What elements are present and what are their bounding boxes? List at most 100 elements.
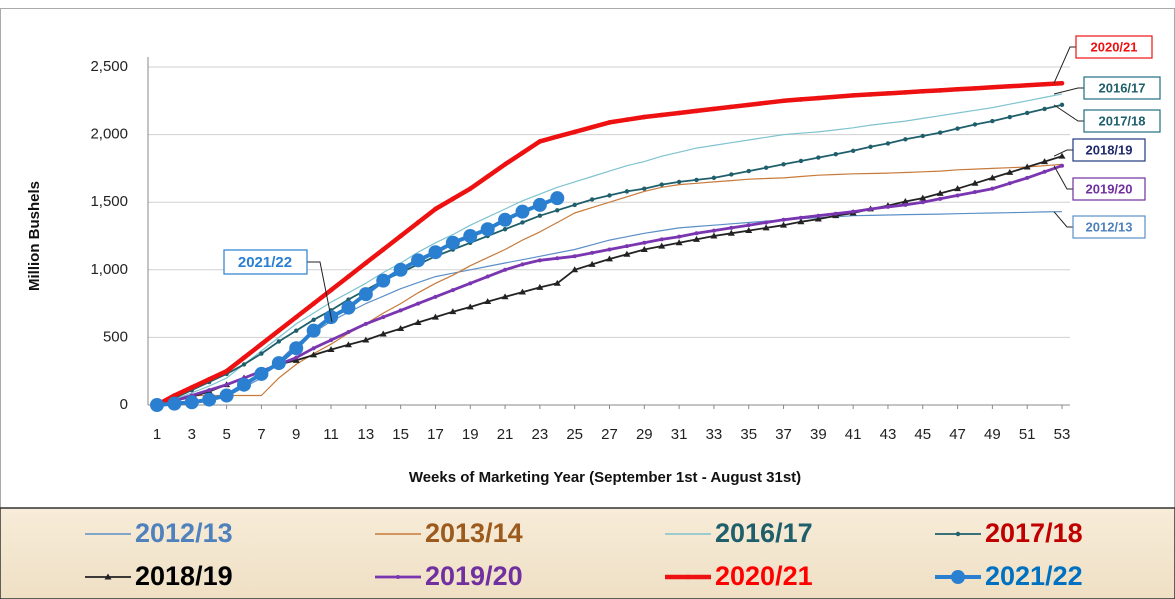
marker <box>293 314 299 320</box>
marker <box>398 308 403 313</box>
marker <box>727 229 735 236</box>
marker <box>729 225 734 230</box>
marker <box>624 244 629 249</box>
marker <box>1059 102 1065 108</box>
marker <box>502 227 508 232</box>
marker <box>798 97 804 102</box>
marker <box>903 202 908 207</box>
legend-label: 2017/18 <box>985 518 1083 548</box>
callout-leader <box>1053 87 1084 95</box>
marker <box>677 234 682 239</box>
x-tick-label: 1 <box>153 426 161 443</box>
x-tick-label: 13 <box>358 426 375 443</box>
y-tick-label: 500 <box>103 328 128 345</box>
marker <box>207 388 212 393</box>
marker <box>449 308 457 315</box>
marker <box>868 144 873 149</box>
x-tick-label: 53 <box>1054 426 1071 443</box>
marker <box>642 114 647 120</box>
marker <box>729 172 734 177</box>
x-tick-label: 39 <box>810 426 827 443</box>
marker <box>346 274 351 279</box>
marker <box>537 139 543 144</box>
x-tick-label: 29 <box>636 426 653 443</box>
marker <box>711 228 716 233</box>
marker <box>850 93 856 98</box>
marker <box>172 393 177 398</box>
legend-box <box>0 507 1175 599</box>
marker <box>341 300 356 315</box>
x-tick-label: 49 <box>984 426 1001 443</box>
marker <box>480 222 495 237</box>
legend-label: 2019/20 <box>425 561 523 591</box>
marker <box>241 362 247 367</box>
marker <box>781 98 786 104</box>
series-line <box>156 93 1063 406</box>
marker <box>971 179 979 186</box>
marker <box>763 165 769 170</box>
marker <box>572 254 577 259</box>
series <box>156 93 1063 406</box>
callout-box <box>1072 215 1146 239</box>
marker <box>484 298 492 305</box>
marker <box>607 247 612 252</box>
marker <box>415 220 421 225</box>
marker <box>955 193 960 198</box>
marker <box>311 317 316 323</box>
marker <box>254 366 269 381</box>
marker <box>327 346 335 353</box>
x-axis-title: Weeks of Marketing Year (September 1st -… <box>409 469 801 486</box>
marker <box>676 110 682 116</box>
marker <box>311 346 316 351</box>
marker <box>328 287 334 293</box>
marker <box>711 106 717 112</box>
marker <box>901 198 909 204</box>
callout-label: 2019/20 <box>1086 181 1133 196</box>
callout-leader <box>1053 149 1073 157</box>
y-tick-label: 2,500 <box>90 58 128 75</box>
marker <box>450 288 455 293</box>
marker <box>763 100 769 106</box>
callout-leader <box>1053 211 1073 228</box>
callout-box <box>1072 138 1146 162</box>
marker <box>237 377 252 392</box>
marker <box>798 215 803 220</box>
marker <box>428 245 443 260</box>
marker <box>554 134 560 139</box>
marker <box>868 206 873 211</box>
y-axis-title: Million Bushels <box>26 181 43 291</box>
marker <box>1042 82 1047 87</box>
marker <box>797 218 805 225</box>
marker <box>745 227 753 234</box>
marker <box>224 382 229 387</box>
marker <box>572 129 577 135</box>
marker <box>379 330 387 337</box>
marker <box>572 202 577 208</box>
marker <box>553 279 561 286</box>
marker <box>466 303 474 310</box>
marker <box>951 570 965 584</box>
marker <box>624 189 630 194</box>
x-tick-label: 15 <box>392 426 409 443</box>
x-tick-label: 51 <box>1019 426 1036 443</box>
marker <box>306 323 321 338</box>
marker <box>903 137 908 142</box>
marker <box>536 283 544 290</box>
marker <box>919 194 927 201</box>
marker <box>955 87 960 92</box>
marker <box>624 117 630 123</box>
marker <box>515 204 530 219</box>
marker <box>868 92 873 97</box>
chart-frame <box>0 8 1175 509</box>
marker <box>241 355 247 360</box>
y-tick-label: 1,500 <box>90 193 128 210</box>
marker <box>937 88 943 93</box>
callout-label: 2017/18 <box>1099 113 1146 128</box>
marker <box>329 338 334 343</box>
callout-box <box>1075 35 1153 59</box>
marker <box>814 215 822 222</box>
x-tick-label: 3 <box>188 426 196 443</box>
marker <box>972 86 978 91</box>
x-tick-label: 33 <box>706 426 723 443</box>
marker <box>150 398 164 412</box>
